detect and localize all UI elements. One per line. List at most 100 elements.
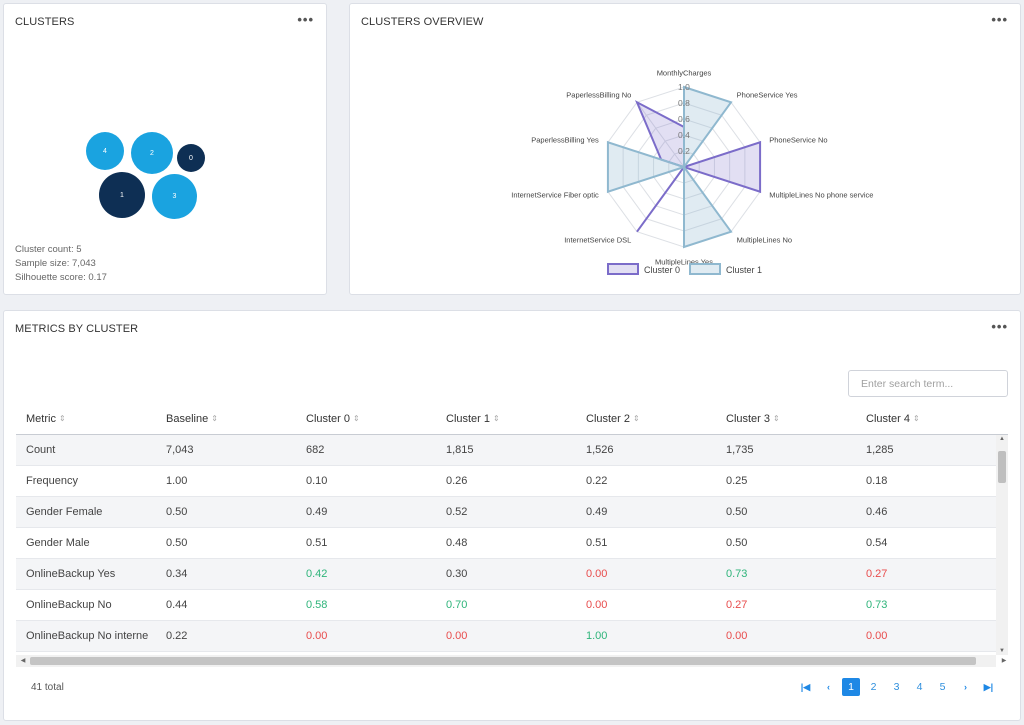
column-header[interactable]: Cluster 2 ⇕ [576, 413, 716, 425]
column-header[interactable]: Baseline ⇕ [156, 413, 296, 425]
table-cell: 0.58 [306, 599, 328, 611]
metrics-card: METRICS BY CLUSTER ••• Metric⇕Baseline⇕C… [3, 310, 1021, 721]
column-header-label: Cluster 0 [306, 412, 351, 425]
radar-axis-label: MonthlyCharges [657, 68, 712, 77]
table-cell: 0.49 [586, 506, 608, 518]
table-cell: 1,526 [586, 444, 614, 456]
table-cell: 0.00 [726, 630, 748, 642]
clusters-title: CLUSTERS [15, 16, 75, 28]
table-cell: 0.46 [866, 506, 888, 518]
table-cell: 0.00 [306, 630, 328, 642]
page-button[interactable]: 5 [939, 681, 946, 693]
table-header: Metric ⇕ Baseline ⇕ Cluster 0 ⇕ Cluster 1 ⇕ Clus… [16, 403, 1008, 435]
table-cell: 0.52 [446, 506, 468, 518]
radar-tick-label: 0.6 [678, 114, 690, 124]
cluster-count: Cluster count: 5 [15, 244, 82, 255]
table-cell: 0.50 [726, 537, 748, 549]
table-cell: 0.27 [726, 599, 748, 611]
scroll-right-icon[interactable]: ▶ [1001, 658, 1007, 664]
sort-icon[interactable]: ⇕ [493, 414, 500, 423]
last-page-icon[interactable]: ▶| [983, 681, 994, 692]
table-cell: 0.49 [306, 506, 328, 518]
column-header[interactable]: Cluster 4 ⇕ [856, 413, 996, 425]
page-button[interactable]: 2 [870, 681, 877, 693]
prev-page-icon[interactable]: ‹ [827, 682, 830, 692]
search-input[interactable] [848, 370, 1008, 397]
column-header[interactable]: Cluster 0 ⇕ [296, 413, 436, 425]
scroll-up-icon[interactable]: ▲ [999, 436, 1005, 442]
sort-icon[interactable]: ⇕ [633, 414, 640, 423]
cluster-bubble[interactable]: 0 [177, 144, 205, 172]
table-row[interactable]: OnlineBackup Yes 0.34 0.42 0.30 0.00 0.73 0.27 [16, 559, 1008, 590]
sort-icon[interactable]: ⇕ [58, 414, 66, 423]
page-button[interactable]: 3 [893, 681, 900, 693]
horizontal-scrollbar[interactable]: ◀ ▶ [16, 655, 1006, 667]
page-button[interactable]: 4 [916, 681, 923, 693]
table-row[interactable]: Gender Female 0.50 0.49 0.52 0.49 0.50 0.46 [16, 497, 1008, 528]
metrics-table: Metric ⇕ Baseline ⇕ Cluster 0 ⇕ Cluster 1 ⇕ Clus… [16, 403, 1008, 655]
table-cell: 0.00 [446, 630, 468, 642]
radar-axis-label: InternetService DSL [564, 235, 631, 244]
table-cell: 0.44 [166, 599, 188, 611]
scroll-down-icon[interactable]: ▼ [999, 648, 1005, 654]
table-cell: Count [26, 444, 56, 456]
scroll-left-icon[interactable]: ◀ [20, 658, 26, 664]
table-cell: 0.18 [866, 475, 888, 487]
radar-series-0 [634, 100, 762, 233]
table-row[interactable]: Gender Male 0.50 0.51 0.48 0.51 0.50 0.54 [16, 528, 1008, 559]
cluster-stats: Cluster count: 5 Sample size: 7,043 Silh… [15, 243, 107, 285]
table-cell: 0.26 [446, 475, 468, 487]
metrics-menu-icon[interactable]: ••• [991, 319, 1008, 334]
hscrollbar-thumb[interactable] [30, 657, 976, 665]
column-header-label: Metric [26, 412, 56, 425]
overview-menu-icon[interactable]: ••• [991, 12, 1008, 27]
column-header[interactable]: Cluster 1 ⇕ [436, 413, 576, 425]
table-cell: 1,735 [726, 444, 754, 456]
overview-title: CLUSTERS OVERVIEW [361, 16, 484, 28]
radar-chart: 0.2 0.4 0.6 0.8 1.0 MonthlyCharges PhoneServic… [511, 68, 873, 275]
table-row[interactable]: OnlineBackup No interne 0.22 0.00 0.00 1.00 0… [16, 621, 1008, 652]
table-row[interactable]: Count 7,043 682 1,815 1,526 1,735 1,285 [16, 435, 1008, 466]
table-cell: 0.50 [726, 506, 748, 518]
scrollbar-thumb[interactable] [998, 451, 1006, 483]
table-cell: 0.00 [586, 599, 608, 611]
clusters-overview-card: CLUSTERS OVERVIEW ••• 0.2 0.4 0.6 0.8 1.0 Mon… [349, 3, 1021, 295]
radar-tick-label: 0.8 [678, 98, 690, 108]
table-cell: 7,043 [166, 444, 194, 456]
column-header[interactable]: Metric ⇕ [16, 413, 156, 425]
sort-icon[interactable]: ⇕ [353, 414, 360, 423]
table-cell: 0.51 [306, 537, 328, 549]
radar-tick-label: 1.0 [678, 82, 690, 92]
sort-icon[interactable]: ⇕ [773, 414, 780, 423]
table-row[interactable]: Frequency 1.00 0.10 0.26 0.22 0.25 0.18 [16, 466, 1008, 497]
table-cell: 0.50 [166, 506, 188, 518]
cluster-bubble[interactable]: 1 [99, 172, 145, 218]
pagination: |◀ ‹ 1 2 3 4 5 › ▶| [794, 678, 1000, 696]
sample-size: Sample size: 7,043 [15, 258, 96, 269]
first-page-icon[interactable]: |◀ [800, 681, 811, 692]
metrics-title: METRICS BY CLUSTER [15, 323, 139, 335]
page-button[interactable]: 1 [842, 678, 860, 696]
radar-axis-label: PhoneService No [769, 135, 827, 144]
legend-swatch [689, 263, 721, 275]
radar-axis-label: MultipleLines No [737, 235, 792, 244]
sort-icon[interactable]: ⇕ [913, 414, 920, 423]
column-header[interactable]: Cluster 3 ⇕ [716, 413, 856, 425]
cluster-bubble[interactable]: 2 [131, 132, 173, 174]
table-cell: 1.00 [586, 630, 608, 642]
cluster-bubble[interactable]: 4 [86, 132, 124, 170]
cluster-bubble[interactable]: 3 [152, 174, 197, 219]
table-cell: 682 [306, 444, 325, 456]
table-cell: 0.42 [306, 568, 328, 580]
clusters-menu-icon[interactable]: ••• [297, 12, 314, 27]
table-cell: 0.22 [166, 630, 188, 642]
sort-icon[interactable]: ⇕ [211, 414, 218, 423]
vertical-scrollbar[interactable]: ▲ ▼ [996, 435, 1008, 655]
next-page-icon[interactable]: › [964, 682, 967, 692]
radar-axis-label: InternetService Fiber optic [511, 191, 599, 200]
table-row[interactable]: OnlineBackup No 0.44 0.58 0.70 0.00 0.27 0.73 [16, 590, 1008, 621]
table-cell: Gender Male [26, 537, 90, 549]
table-cell: 1.00 [166, 475, 188, 487]
radar-tick-label: 0.4 [678, 130, 690, 140]
